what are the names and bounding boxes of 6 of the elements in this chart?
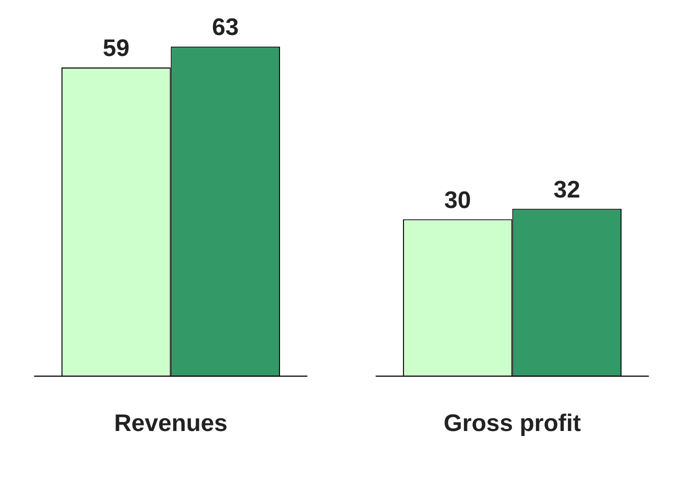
data-label: 63 — [212, 14, 239, 42]
x-tick-label: Revenues — [114, 410, 228, 438]
data-label: 30 — [444, 186, 471, 214]
data-label: 59 — [102, 35, 130, 62]
data-label: 32 — [554, 176, 580, 204]
x-tick-label: Gross profit — [444, 410, 581, 438]
